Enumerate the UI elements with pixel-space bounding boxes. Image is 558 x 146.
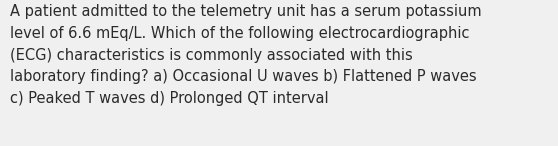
- Text: A patient admitted to the telemetry unit has a serum potassium
level of 6.6 mEq/: A patient admitted to the telemetry unit…: [10, 4, 482, 106]
